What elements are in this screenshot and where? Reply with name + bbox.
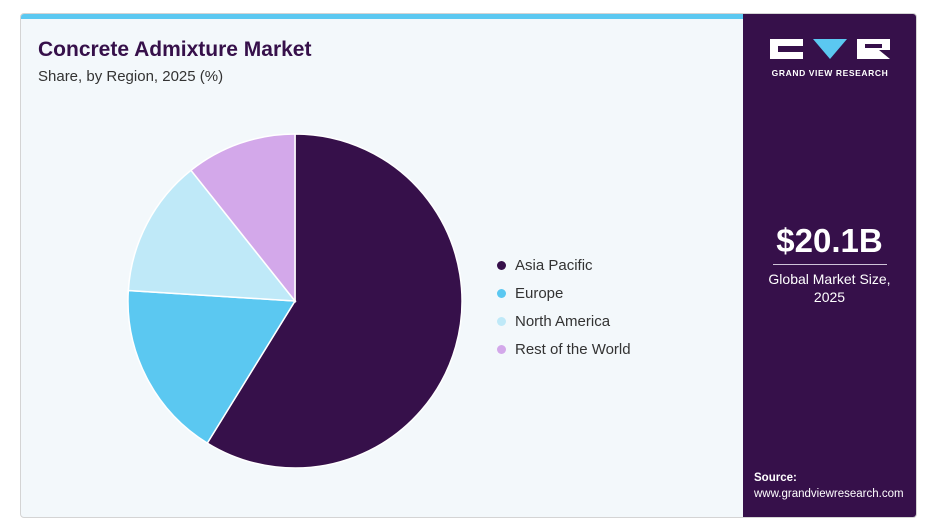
pie-slice-europe [127,289,297,445]
chart-title: Concrete Admixture Market [38,38,312,61]
accent-bar [21,14,743,19]
legend-swatch [497,344,506,354]
legend-item-north-america: North America [497,307,631,335]
pie-chart [127,133,463,469]
legend-swatch [497,288,506,298]
kpi-divider [773,264,887,265]
pie-slice-north-america [127,169,297,302]
chart-card: Concrete Admixture Market Share, by Regi… [20,13,917,518]
pie-slice-asia-pacific [206,133,463,469]
legend-swatch [497,316,506,326]
legend-item-rest-of-the-world: Rest of the World [497,335,631,363]
market-size-label: Global Market Size, 2025 [768,271,891,305]
legend-label: North America [515,312,611,330]
legend-label: Rest of the World [515,340,631,358]
legend-item-europe: Europe [497,279,631,307]
legend-swatch [497,260,506,270]
source-link[interactable]: www.grandviewresearch.com [754,488,904,500]
brand-logo: GRAND VIEW RESEARCH [767,37,893,78]
legend-item-asia-pacific: Asia Pacific [497,251,631,279]
market-size-value: $20.1B [776,222,883,259]
legend-label: Europe [515,284,564,302]
chart-panel: Concrete Admixture Market Share, by Regi… [21,19,743,517]
source-label: Source: [754,472,797,484]
chart-legend: Asia Pacific Europe North America Rest of t… [497,251,631,363]
summary-sidebar: GRAND VIEW RESEARCH $20.1B Global Market… [743,14,916,517]
legend-label: Asia Pacific [515,256,593,274]
brand-name: GRAND VIEW RESEARCH [771,68,889,78]
logo-mark-icon [767,37,893,61]
pie-slice-rest-of-the-world [189,133,296,304]
chart-subtitle: Share, by Region, 2025 (%) [38,68,224,85]
